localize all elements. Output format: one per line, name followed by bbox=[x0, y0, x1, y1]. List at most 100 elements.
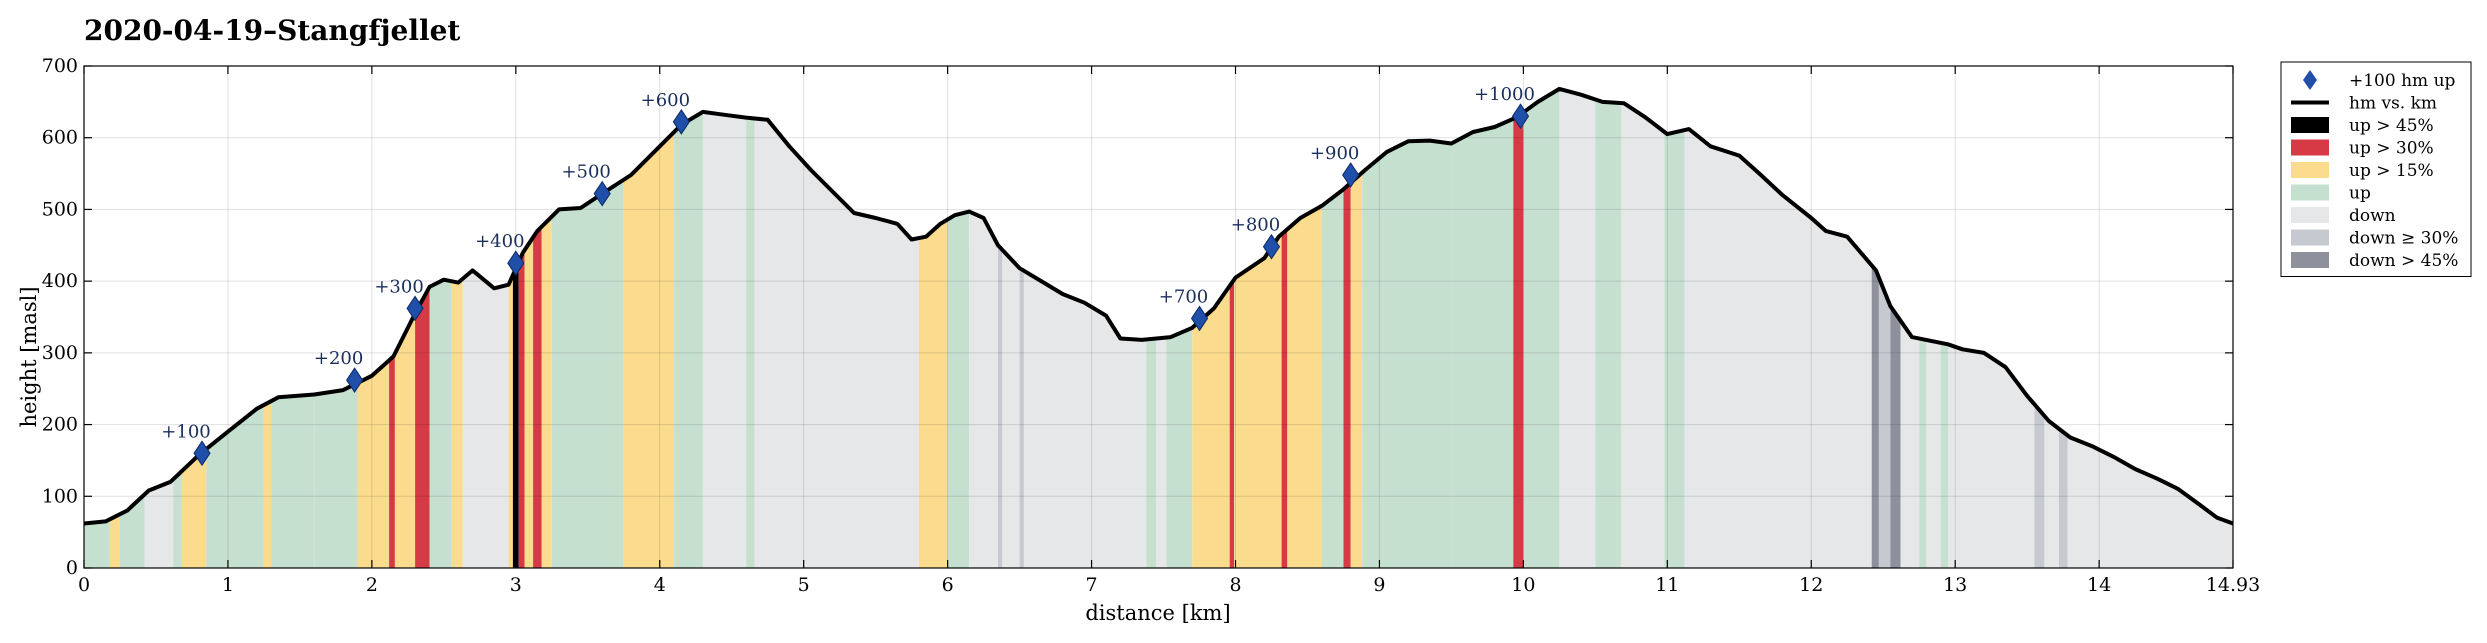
segment-up15 bbox=[181, 449, 207, 568]
segment-up15 bbox=[109, 514, 120, 568]
segment-up30 bbox=[389, 353, 395, 568]
segment-up bbox=[1166, 327, 1193, 568]
segment-down bbox=[1023, 270, 1147, 568]
segment-up15 bbox=[1350, 172, 1363, 568]
segment-up bbox=[84, 519, 110, 568]
segment-up bbox=[429, 279, 451, 568]
marker-label: +300 bbox=[374, 276, 423, 297]
x-tick-label: 2 bbox=[366, 574, 378, 596]
x-tick-label: 1 bbox=[222, 574, 234, 596]
marker-group: +100 +200 +300 +400 +500 +600 +700 +800 +900 +100… bbox=[161, 84, 1535, 467]
segment-down30 bbox=[1878, 277, 1891, 568]
profile-line-group bbox=[83, 86, 2234, 526]
segment-down bbox=[1684, 129, 1872, 568]
segment-up bbox=[1664, 130, 1685, 568]
y-tick-label: 600 bbox=[42, 127, 78, 149]
segment-down bbox=[1926, 339, 1941, 568]
segment-up15 bbox=[263, 401, 272, 568]
marker-label: +500 bbox=[561, 162, 610, 183]
segment-up15 bbox=[541, 216, 552, 568]
marker-diamond bbox=[1511, 103, 1530, 130]
segment-down30 bbox=[2034, 404, 2045, 568]
x-tick-label: 6 bbox=[942, 574, 954, 596]
marker-label: +900 bbox=[1310, 143, 1359, 164]
y-tick-label: 400 bbox=[42, 270, 78, 292]
x-tick-label: 0 bbox=[78, 574, 90, 596]
segment-down bbox=[462, 270, 509, 568]
segment-up bbox=[947, 211, 970, 568]
legend-swatch-down30 bbox=[2291, 229, 2329, 246]
segment-up15 bbox=[357, 360, 390, 568]
segment-up bbox=[1919, 338, 1927, 568]
segment-up15 bbox=[1287, 205, 1322, 569]
marker-diamond bbox=[406, 295, 424, 322]
segment-up bbox=[1595, 99, 1622, 568]
slope-segments bbox=[84, 88, 2233, 569]
legend-swatch-up bbox=[2291, 184, 2329, 201]
segment-down bbox=[1002, 249, 1020, 568]
segment-down30 bbox=[2058, 428, 2068, 568]
segment-up bbox=[1451, 118, 1514, 569]
segment-down45 bbox=[1871, 265, 1879, 568]
segment-up15 bbox=[394, 313, 416, 568]
x-tick-label: 10 bbox=[1511, 574, 1535, 596]
segment-down bbox=[1948, 344, 2035, 568]
segment-down bbox=[754, 118, 919, 568]
segment-down bbox=[1559, 88, 1596, 569]
x-tick-label: 8 bbox=[1229, 574, 1241, 596]
segment-up bbox=[271, 394, 315, 568]
segment-down bbox=[969, 211, 998, 568]
legend-label: up > 45% bbox=[2349, 116, 2434, 136]
profile-line bbox=[83, 86, 2234, 526]
segment-up bbox=[1321, 189, 1344, 569]
segment-up30 bbox=[1343, 182, 1351, 568]
segment-up30 bbox=[1513, 112, 1524, 569]
legend-swatch-down bbox=[2291, 207, 2329, 223]
chart-title: 2020-04-19–Stangfjellet bbox=[84, 14, 461, 47]
marker-label: +400 bbox=[475, 231, 524, 252]
segment-up bbox=[551, 208, 571, 568]
x-tick-label: 11 bbox=[1655, 574, 1679, 596]
segment-up bbox=[1523, 88, 1560, 569]
y-tick-label: 0 bbox=[66, 557, 78, 579]
segment-down bbox=[1156, 337, 1167, 568]
marker-diamond bbox=[672, 109, 690, 135]
y-axis-label: height [masl] bbox=[17, 286, 41, 427]
legend-label: down ≥ 30% bbox=[2349, 229, 2458, 249]
segment-down bbox=[144, 479, 174, 568]
segment-up45 bbox=[512, 262, 519, 568]
segment-up30 bbox=[1229, 279, 1235, 568]
x-tick-label: 14.93 bbox=[2206, 574, 2260, 596]
segment-up15 bbox=[451, 278, 463, 568]
segment-up15 bbox=[508, 275, 513, 568]
x-tick-label: 9 bbox=[1373, 574, 1385, 596]
y-tick-label: 700 bbox=[42, 55, 78, 77]
segment-down30 bbox=[998, 245, 1003, 569]
segment-up30 bbox=[1281, 229, 1288, 568]
segment-up bbox=[1940, 342, 1948, 568]
y-tick-label: 200 bbox=[42, 414, 78, 436]
marker-diamond bbox=[507, 250, 525, 277]
marker-diamond bbox=[1190, 305, 1209, 332]
plot-frame bbox=[83, 65, 2234, 569]
marker-diamond bbox=[1342, 162, 1360, 188]
segment-down bbox=[1900, 320, 1920, 568]
legend-swatch-marker bbox=[2303, 70, 2317, 90]
segment-up30 bbox=[518, 250, 525, 569]
legend-swatch-down45 bbox=[2291, 252, 2329, 268]
x-tick-label: 12 bbox=[1799, 574, 1823, 596]
marker-label: +600 bbox=[641, 90, 690, 111]
legend-label: up bbox=[2349, 184, 2371, 204]
marker-label: +200 bbox=[314, 348, 363, 369]
y-tick-label: 100 bbox=[42, 485, 78, 507]
segment-down bbox=[1621, 103, 1665, 568]
segment-up15 bbox=[1234, 234, 1282, 568]
segment-up bbox=[674, 111, 703, 569]
segment-up bbox=[1146, 338, 1157, 568]
x-tick-label: 5 bbox=[798, 574, 810, 596]
segment-up bbox=[206, 405, 264, 568]
legend-label: down > 45% bbox=[2349, 251, 2458, 271]
marker-diamond bbox=[346, 367, 364, 394]
x-tick-label: 13 bbox=[1943, 574, 1967, 596]
segment-down45 bbox=[1890, 306, 1901, 568]
